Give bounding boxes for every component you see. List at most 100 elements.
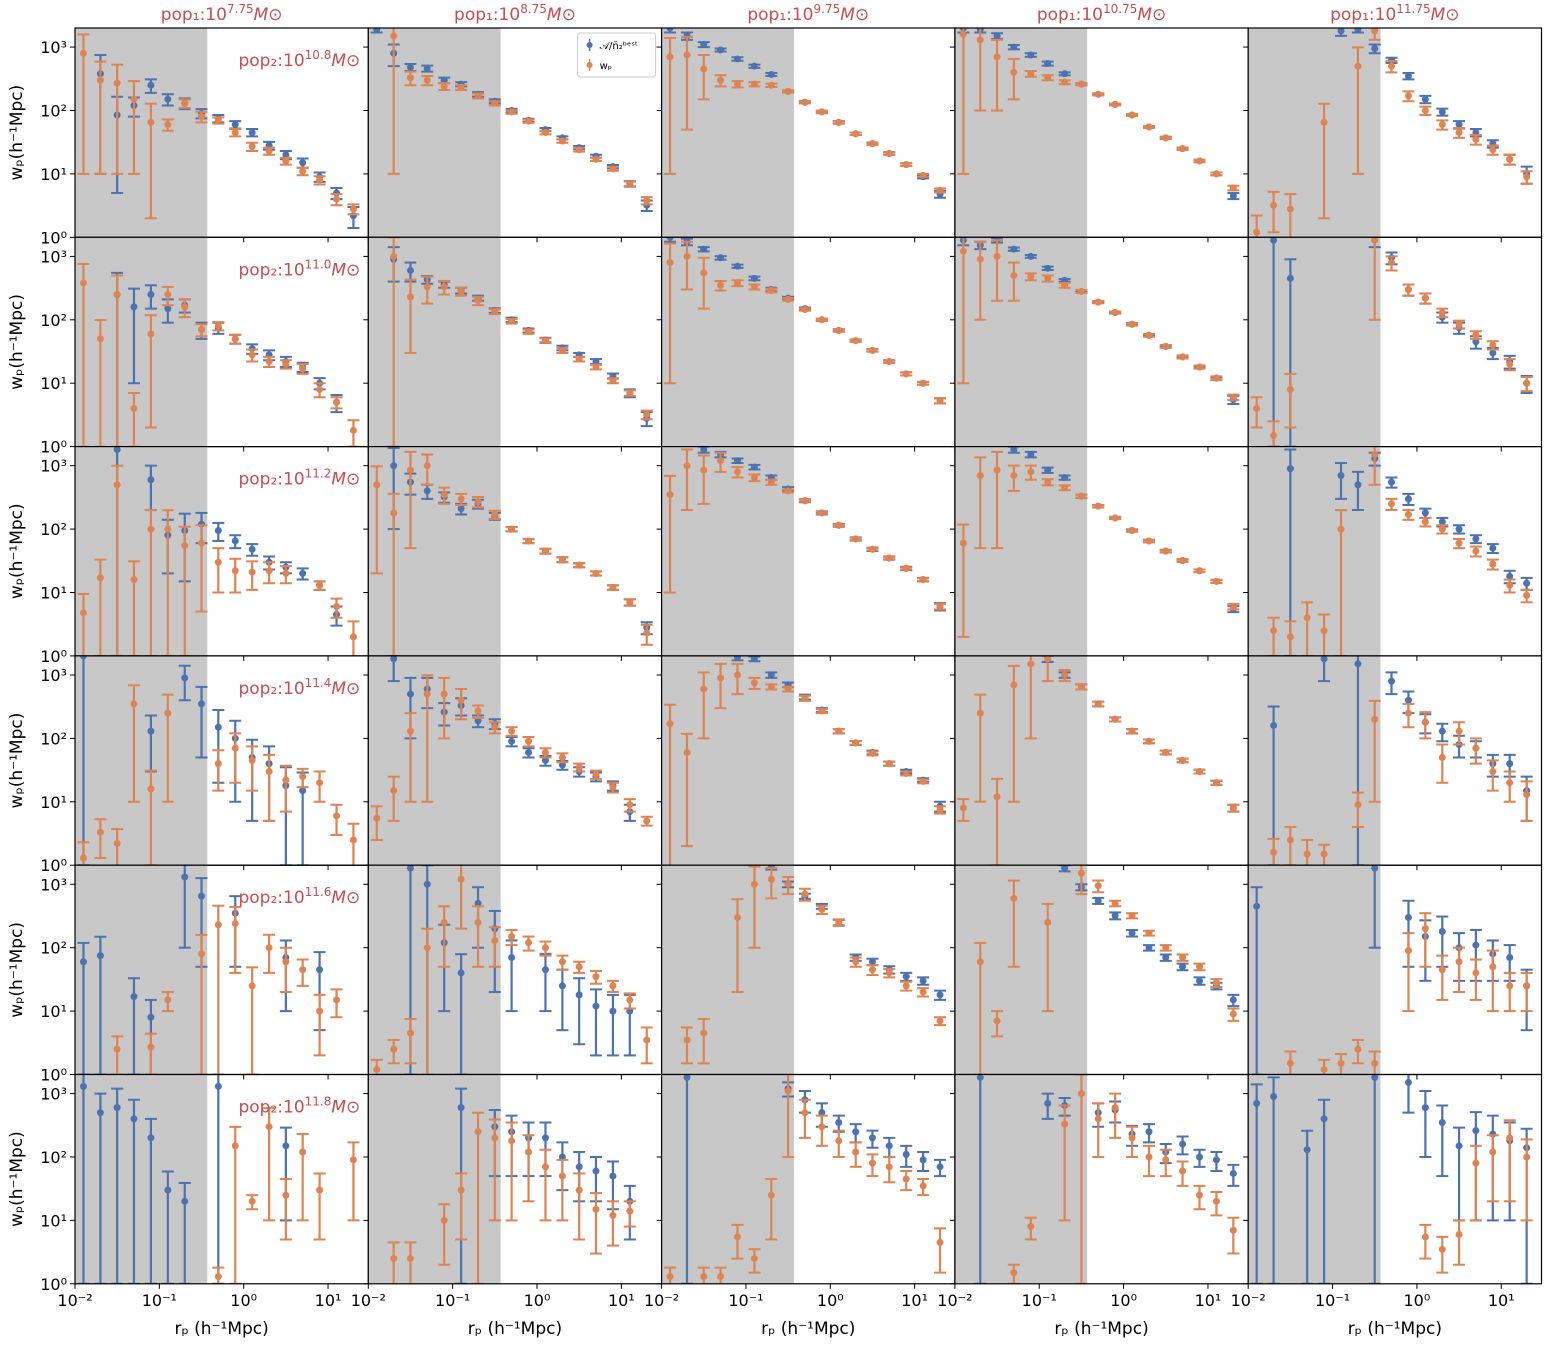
marker: [609, 377, 617, 385]
panel: [949, 864, 1249, 1080]
error-bar: [212, 904, 225, 1075]
x-tick-label: 10⁰: [1110, 1291, 1137, 1310]
marker: [508, 933, 516, 941]
x-tick-label: 10¹: [1195, 1291, 1222, 1310]
error-bar: [111, 1087, 124, 1284]
marker: [440, 82, 448, 90]
marker: [666, 720, 674, 728]
marker: [406, 727, 414, 735]
marker: [130, 1115, 138, 1123]
marker: [214, 322, 222, 330]
marker: [214, 760, 222, 768]
marker: [734, 55, 742, 63]
marker: [868, 346, 876, 354]
marker: [1128, 527, 1136, 535]
title-exp: 9.75: [814, 2, 841, 16]
marker: [1472, 135, 1480, 143]
marker: [440, 76, 448, 84]
title-text: pop₁:10: [161, 5, 227, 25]
marker: [835, 727, 843, 735]
marker: [1145, 1128, 1153, 1136]
plot-area: [368, 28, 653, 238]
marker: [801, 98, 809, 106]
marker: [1027, 51, 1035, 59]
marker: [181, 674, 189, 682]
marker: [1111, 899, 1119, 907]
marker: [1506, 360, 1514, 368]
marker: [1162, 1156, 1170, 1164]
error-bar: [556, 1158, 569, 1222]
plot-area: [368, 446, 653, 656]
marker: [1061, 281, 1069, 289]
marker: [717, 1273, 725, 1281]
marker: [902, 973, 910, 981]
error-bar: [991, 239, 1004, 302]
marker: [717, 254, 725, 262]
marker: [1061, 78, 1069, 86]
label-unit: M⊙: [331, 888, 360, 908]
marker: [79, 854, 87, 862]
marker: [750, 80, 758, 88]
marker: [868, 749, 876, 757]
error-bar: [1142, 1144, 1155, 1178]
marker: [164, 1186, 172, 1194]
y-tick-label: 10²: [40, 311, 67, 330]
marker: [390, 787, 398, 795]
marker: [592, 363, 600, 371]
plot-area: [661, 28, 947, 238]
marker: [491, 936, 499, 944]
marker: [1128, 111, 1136, 119]
marker: [993, 1017, 1001, 1025]
error-bar: [539, 952, 552, 1013]
row-label: pop₂:1010.8M⊙: [238, 48, 360, 71]
marker: [130, 576, 138, 584]
marker: [1270, 848, 1278, 856]
panel: 10⁻² 10⁻¹ 10⁰ 10¹ rₚ (h⁻¹Mpc): [644, 1073, 956, 1339]
marker: [592, 357, 600, 365]
error-bar: [1284, 1050, 1297, 1075]
error-bar: [1109, 1092, 1122, 1139]
panel: [949, 655, 1249, 871]
marker: [767, 286, 775, 294]
title-exp: 11.75: [1396, 2, 1430, 16]
marker: [558, 982, 566, 990]
marker: [626, 1207, 634, 1215]
marker: [936, 186, 944, 194]
marker: [835, 918, 843, 926]
error-bar: [1486, 1134, 1499, 1203]
marker: [1229, 1010, 1237, 1018]
panel: 10⁰ 10¹ 10² 10³ wₚ(h⁻¹Mpc) pop₂:1011.0M⊙: [7, 236, 369, 457]
error-bar: [1453, 1126, 1466, 1222]
error-bar: [279, 1177, 292, 1241]
y-tick-label: 10⁰: [40, 228, 67, 247]
marker: [541, 128, 549, 136]
marker: [1472, 1159, 1480, 1167]
marker: [214, 921, 222, 929]
marker: [1438, 525, 1446, 533]
marker: [993, 32, 1001, 40]
marker: [1077, 1090, 1085, 1098]
shade: [1248, 1074, 1381, 1284]
marker: [164, 121, 172, 129]
marker: [1455, 958, 1463, 966]
marker: [936, 991, 944, 999]
marker: [457, 495, 465, 503]
marker: [299, 569, 307, 577]
marker: [818, 1123, 826, 1131]
marker: [1212, 1197, 1220, 1205]
marker: [767, 671, 775, 679]
marker: [1489, 146, 1497, 154]
marker: [1196, 363, 1204, 371]
marker: [683, 51, 691, 59]
marker: [113, 79, 121, 87]
marker: [541, 944, 549, 952]
marker: [457, 287, 465, 295]
row-label: pop₂:1011.0M⊙: [238, 257, 360, 280]
marker: [423, 283, 431, 291]
marker: [491, 99, 499, 107]
marker: [1489, 1148, 1497, 1156]
error-bar: [1007, 57, 1020, 101]
marker: [575, 355, 583, 363]
error-bar: [347, 1141, 360, 1222]
marker: [1128, 929, 1136, 937]
